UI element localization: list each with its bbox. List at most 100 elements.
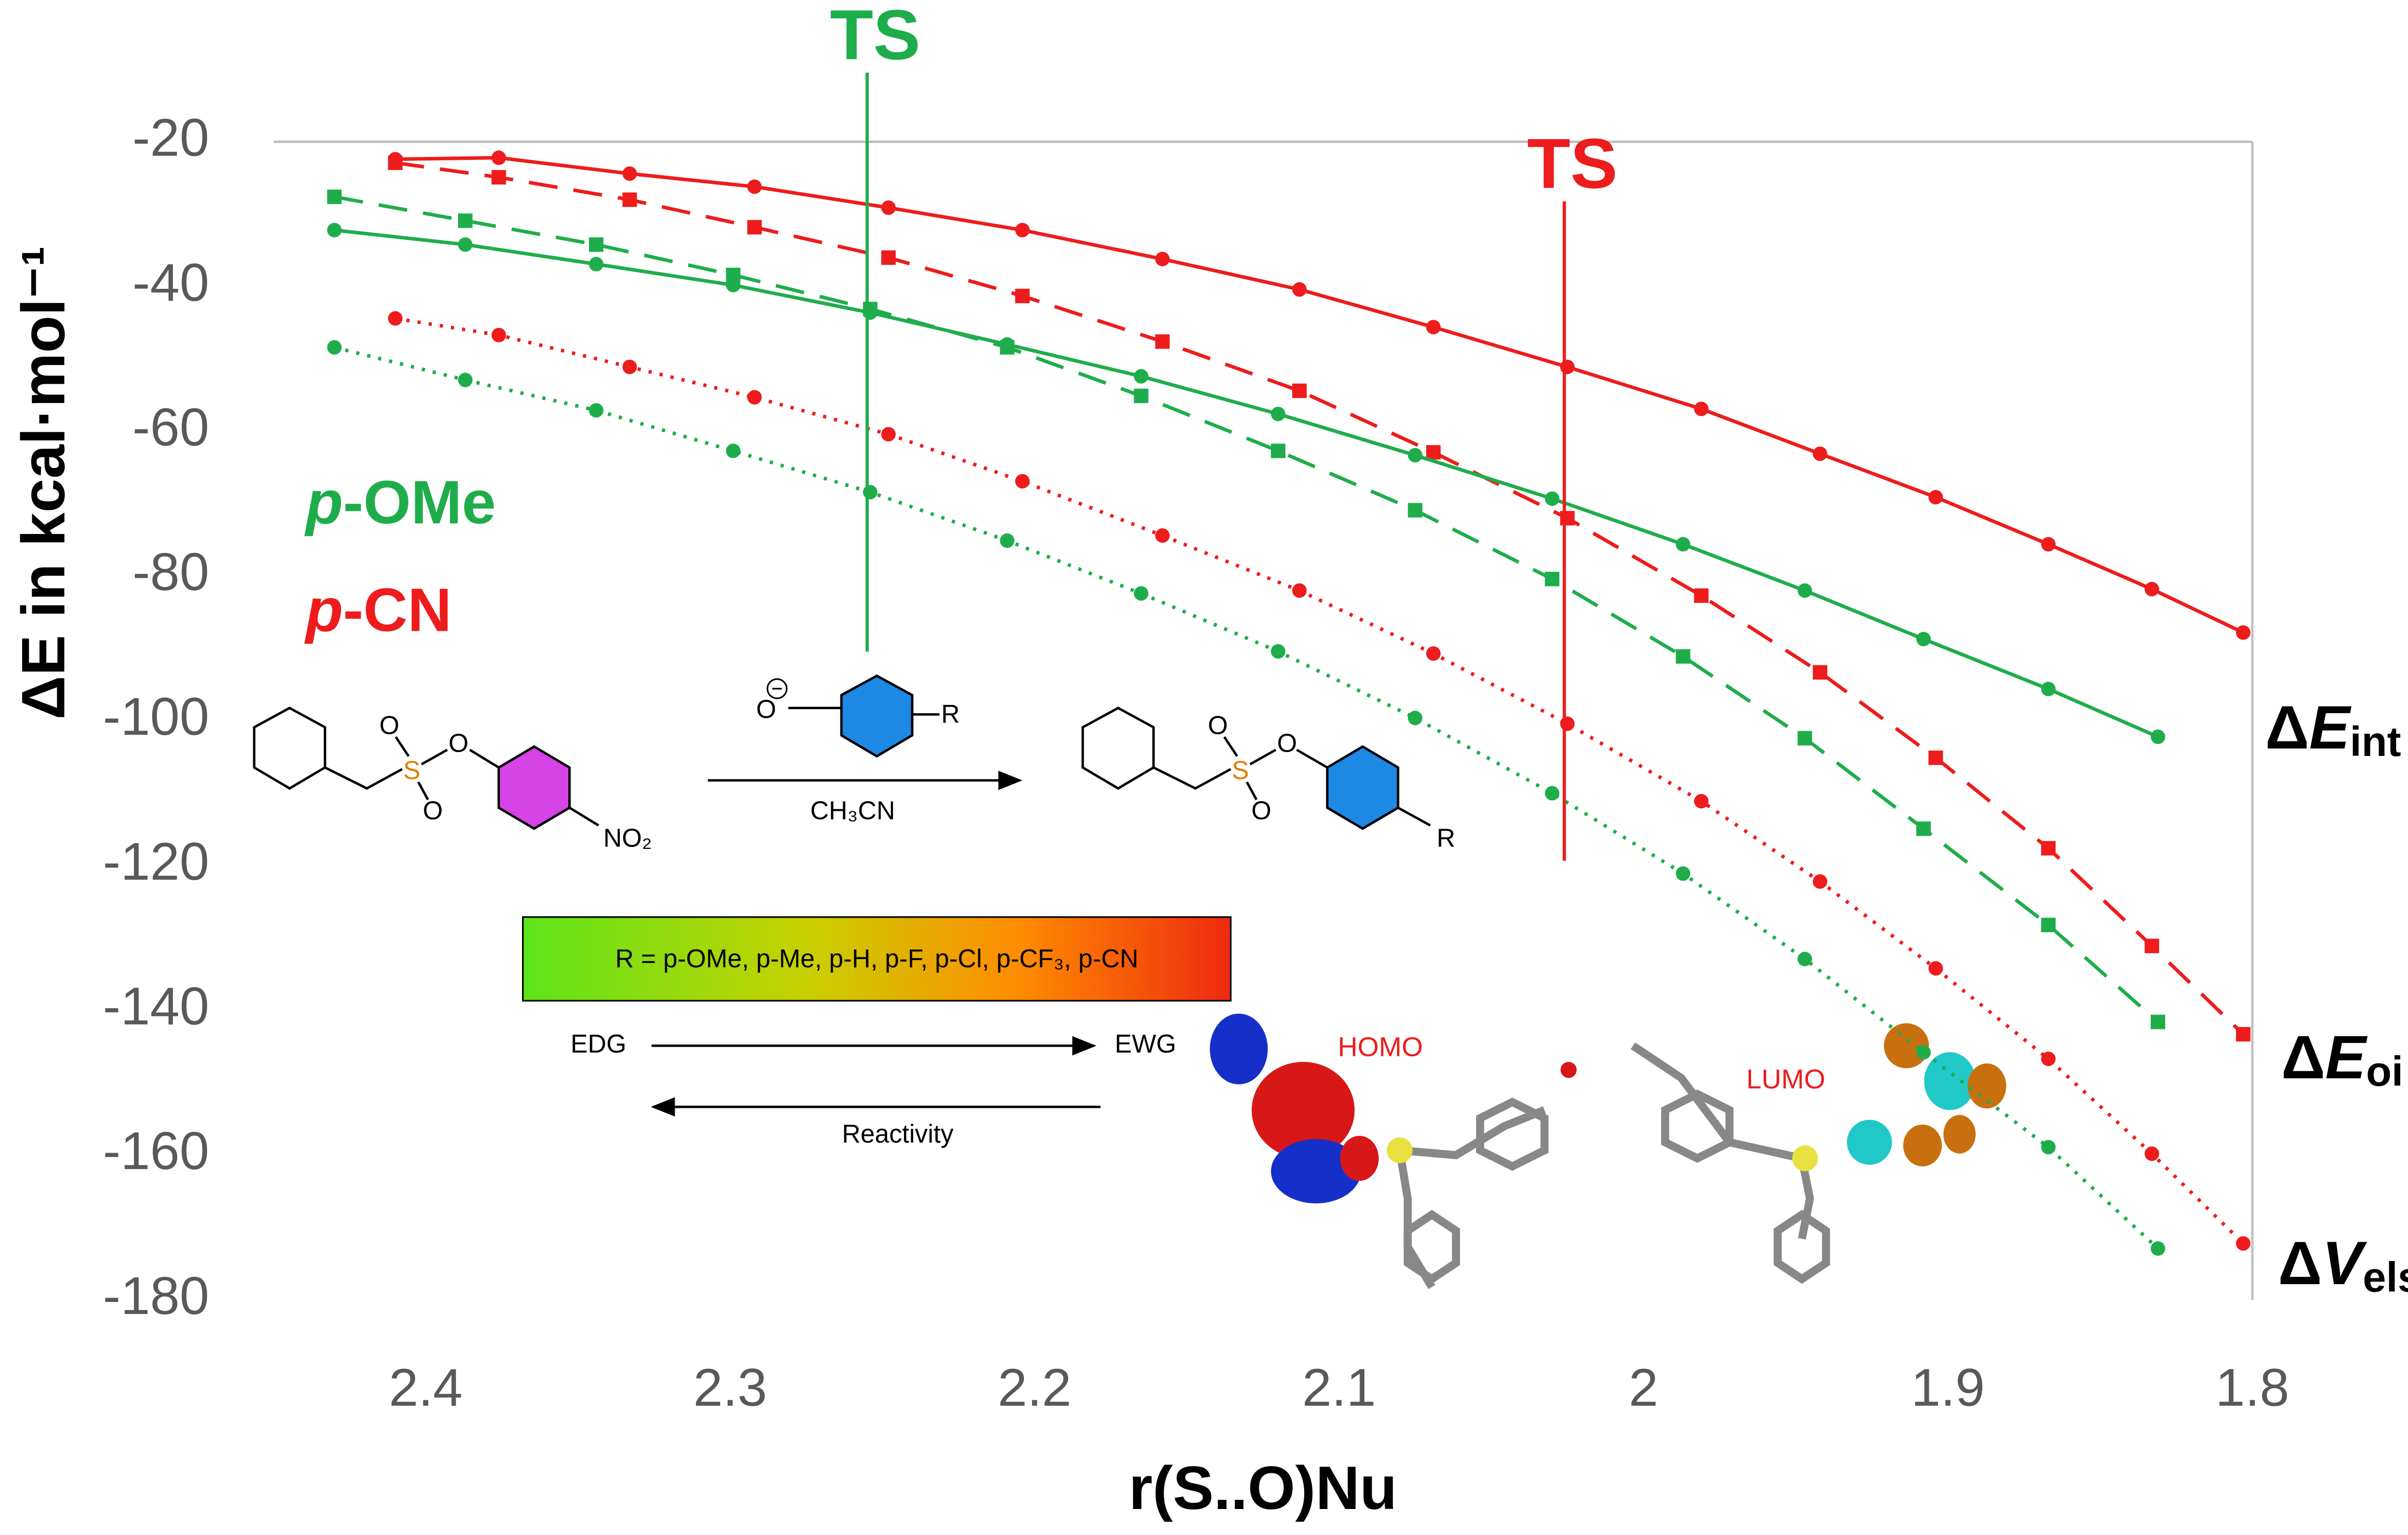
ring bbox=[1326, 745, 1400, 830]
marker bbox=[1544, 572, 1559, 586]
marker bbox=[881, 200, 896, 215]
marker bbox=[1916, 821, 1931, 836]
atom: O bbox=[1208, 712, 1228, 740]
lumo-label: LUMO bbox=[1746, 1064, 1825, 1094]
marker bbox=[1134, 586, 1149, 601]
bond bbox=[1153, 766, 1231, 790]
y-tick-label: -100 bbox=[103, 687, 209, 746]
color-bar bbox=[522, 916, 1232, 1002]
marker bbox=[1544, 786, 1559, 801]
marker bbox=[726, 268, 741, 283]
group-label: p-CN bbox=[304, 575, 452, 644]
bond bbox=[1296, 749, 1328, 769]
marker bbox=[1928, 750, 1943, 765]
marker bbox=[1916, 1045, 1931, 1060]
bond bbox=[324, 766, 403, 790]
edg-label: EDG bbox=[571, 1030, 627, 1058]
atom: S bbox=[403, 756, 420, 785]
curve-label: ΔEint bbox=[2265, 693, 2401, 765]
x-tick-label: 1.9 bbox=[1911, 1358, 1985, 1417]
marker bbox=[589, 237, 603, 252]
ring bbox=[253, 706, 327, 790]
atom: O bbox=[1251, 797, 1271, 825]
reactivity-label: Reactivity bbox=[842, 1120, 954, 1148]
y-axis-label: ΔE in kcal·mol⁻¹ bbox=[9, 246, 78, 720]
color-bar-text: R = p-OMe, p-Me, p-H, p-F, p-Cl, p-CF₃, … bbox=[615, 945, 1138, 973]
marker bbox=[458, 237, 473, 252]
marker bbox=[2041, 537, 2056, 552]
marker bbox=[1015, 222, 1030, 237]
ring bbox=[840, 674, 914, 758]
homo-structure bbox=[1210, 1014, 1577, 1289]
marker bbox=[1813, 874, 1828, 889]
marker bbox=[2041, 1140, 2056, 1155]
marker bbox=[1560, 360, 1575, 375]
marker bbox=[622, 192, 637, 207]
series-line bbox=[334, 228, 2159, 739]
atom: S bbox=[1232, 756, 1249, 785]
marker bbox=[2150, 729, 2165, 744]
curve-var: E bbox=[2325, 1023, 2368, 1091]
x-tick-label: 2.3 bbox=[693, 1358, 767, 1417]
marker bbox=[1408, 711, 1423, 726]
atom bbox=[1792, 1145, 1818, 1171]
y-tick-label: -40 bbox=[132, 253, 209, 312]
marker bbox=[1015, 474, 1030, 489]
marker bbox=[1694, 588, 1709, 603]
marker bbox=[327, 340, 342, 355]
ring bbox=[1081, 706, 1155, 790]
atom: R bbox=[1437, 824, 1455, 852]
marker bbox=[1694, 794, 1709, 809]
bond bbox=[569, 807, 599, 827]
atom: NO₂ bbox=[603, 824, 652, 852]
orbital bbox=[1884, 1023, 1929, 1068]
ewg-label: EWG bbox=[1115, 1030, 1177, 1058]
y-tick-label: -120 bbox=[103, 832, 209, 891]
marker bbox=[2145, 1146, 2159, 1161]
curve-delta: Δ bbox=[2278, 1228, 2322, 1297]
group-prefix: p bbox=[304, 575, 343, 644]
group-prefix: p bbox=[304, 468, 343, 536]
y-tick-label: -140 bbox=[103, 977, 209, 1036]
marker bbox=[589, 403, 603, 418]
marker bbox=[327, 189, 342, 204]
bond bbox=[1223, 736, 1238, 757]
marker bbox=[726, 443, 741, 458]
orbital bbox=[1340, 1135, 1379, 1181]
marker bbox=[2145, 938, 2159, 953]
marker bbox=[1408, 503, 1423, 518]
curve-var: V bbox=[2322, 1228, 2367, 1297]
group-label: p-OMe bbox=[304, 468, 496, 536]
marker bbox=[2236, 625, 2251, 640]
marker bbox=[1015, 288, 1030, 303]
marker bbox=[1694, 402, 1709, 416]
marker bbox=[327, 222, 342, 237]
ring bbox=[1476, 1097, 1549, 1171]
bond bbox=[394, 736, 410, 757]
curve-sub: elstat bbox=[2363, 1254, 2408, 1301]
marker bbox=[1270, 644, 1285, 659]
ring bbox=[1403, 1210, 1460, 1284]
atom bbox=[1387, 1137, 1413, 1163]
marker bbox=[747, 220, 762, 234]
marker bbox=[589, 257, 603, 272]
marker bbox=[2150, 1015, 2165, 1029]
marker bbox=[2041, 841, 2056, 856]
y-tick-label: -160 bbox=[103, 1121, 209, 1181]
marker bbox=[491, 170, 506, 185]
marker bbox=[1292, 583, 1307, 598]
ring bbox=[1661, 1089, 1734, 1163]
marker bbox=[1000, 340, 1015, 355]
marker bbox=[388, 156, 403, 170]
marker bbox=[458, 213, 473, 228]
bond bbox=[1245, 781, 1258, 801]
orbital bbox=[1924, 1052, 1976, 1110]
curve-label: ΔVelstat bbox=[2278, 1228, 2408, 1301]
curve-label: ΔEoi bbox=[2281, 1023, 2403, 1095]
marker bbox=[863, 485, 877, 500]
ts-label: TS bbox=[1527, 124, 1618, 203]
bond bbox=[420, 749, 448, 766]
orbital bbox=[1943, 1115, 1976, 1154]
marker bbox=[1292, 282, 1307, 297]
